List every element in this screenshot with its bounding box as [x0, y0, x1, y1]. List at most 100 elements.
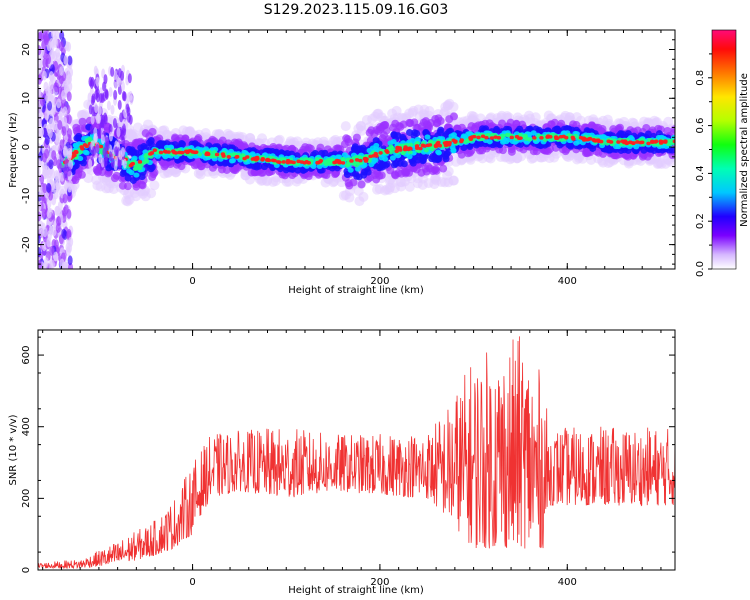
spectrogram-cell — [445, 115, 454, 124]
spectrogram-cell — [234, 155, 239, 159]
spectrogram-cell — [424, 134, 431, 140]
spectrogram-cell — [281, 160, 286, 164]
spectrogram-cell — [162, 149, 168, 154]
spectrogram-cell — [285, 160, 291, 165]
spectrogram-cell — [459, 138, 465, 142]
spectrogram-cell — [425, 164, 434, 173]
spectrogram-cell — [101, 175, 112, 186]
spectrogram-cell — [228, 158, 235, 164]
spectrogram-cell — [157, 140, 165, 148]
spectrogram-cell — [355, 121, 366, 132]
spectrogram-cell — [436, 128, 444, 136]
spectrogram-cell — [654, 139, 659, 144]
spectrogram-cell — [357, 180, 366, 189]
spectrogram-cell — [658, 140, 664, 144]
spectrogram-cell — [340, 121, 351, 132]
spectrogram-cell — [360, 171, 368, 179]
spectrogram-cell — [149, 180, 160, 191]
spectrogram-cell — [554, 125, 562, 133]
spectrogram-cell — [206, 152, 211, 157]
spectrogram-cell — [358, 158, 363, 163]
spectrogram-cell — [423, 148, 429, 153]
spectrogram-cell — [484, 135, 489, 140]
spectrogram-cell — [315, 160, 320, 165]
spectrogram-cell — [385, 150, 390, 154]
spectrogram-cell — [564, 135, 569, 140]
spectrogram-cell — [509, 135, 514, 140]
spectrogram-cell — [404, 181, 415, 192]
spectrogram-cell — [128, 169, 135, 176]
spectrogram-cell — [545, 135, 550, 139]
spectrogram-cell — [352, 133, 361, 142]
spectrogram-cell — [581, 138, 587, 142]
spectrogram-cell — [84, 138, 90, 143]
spectrogram-cell — [349, 159, 354, 163]
spectrogram-cell — [593, 139, 598, 143]
spectrogram-cell — [304, 159, 309, 164]
spectrogram-cell — [192, 150, 198, 155]
spectrogram-cell — [152, 148, 158, 153]
spectrogram-cell — [340, 140, 349, 149]
spectrogram-cell — [495, 151, 506, 162]
spectrogram-cell — [378, 161, 386, 169]
spectrogram-cell — [483, 152, 494, 163]
spectrogram-cell — [292, 136, 303, 147]
spectrogram-cell — [73, 149, 79, 154]
spectrogram-cell — [587, 136, 593, 141]
spectrogram-cell — [72, 123, 81, 132]
spectrogram-cell — [400, 167, 409, 176]
spectrogram-cell — [333, 160, 338, 164]
spectrogram-cell — [514, 134, 520, 139]
spectrogram-cell — [425, 143, 431, 148]
spectrogram-cell — [527, 137, 533, 142]
spectrogram-cell — [650, 139, 655, 144]
spectrogram-cell — [472, 134, 477, 139]
spectrogram-cell — [82, 143, 88, 147]
spectrogram-cell — [389, 155, 396, 161]
spectrogram-cell — [646, 141, 651, 146]
spectrogram-cell — [388, 144, 394, 149]
spectrogram-cell — [571, 137, 576, 141]
spectrogram-cell — [322, 159, 329, 164]
spectrogram-cell — [141, 129, 150, 138]
spectrogram-cell — [529, 147, 538, 156]
spectrogram-cell — [502, 111, 513, 122]
spectrogram-cell — [442, 141, 448, 145]
spectrogram-cell — [402, 147, 408, 152]
spectrogram-cell — [389, 183, 400, 194]
spectrogram-cell — [214, 152, 220, 157]
spectrogram-cell — [381, 184, 392, 195]
spectrogram-cell — [353, 185, 364, 196]
spectrogram-cell — [400, 160, 408, 168]
spectrogram-cell — [436, 140, 441, 145]
spectrogram-cell — [489, 136, 495, 140]
spectrogram-cell — [143, 119, 154, 130]
spectrogram-cell — [496, 136, 502, 140]
spectrogram-cell — [178, 140, 186, 148]
spectrogram-cell — [640, 140, 645, 145]
spectrogram-cell — [468, 135, 473, 140]
spectrogram-cell — [301, 143, 310, 152]
spectrogram-cell — [441, 152, 449, 160]
spectrogram-cell — [448, 133, 455, 139]
spectrogram-cell — [265, 157, 270, 162]
spectrogram-cell — [429, 179, 440, 190]
spectrogram-cell — [72, 142, 79, 148]
spectrogram-cell — [567, 142, 575, 150]
spectrogram-cell — [226, 155, 231, 159]
spectrogram-cell — [79, 109, 90, 120]
spectrogram-cell — [486, 139, 493, 145]
spectrogram-cell — [143, 154, 149, 159]
spectrogram-cell — [110, 174, 119, 183]
spectrogram-cell — [554, 136, 559, 141]
spectrogram-cell — [365, 128, 374, 137]
spectrogram-cell — [270, 158, 276, 163]
spectrogram-cell — [539, 136, 544, 140]
spectrogram-cell — [296, 159, 301, 164]
spectrogram-cell — [121, 195, 132, 206]
spectrogram-cell — [275, 160, 281, 164]
spectrogram-cell — [368, 154, 373, 159]
spectrogram-cell — [373, 151, 378, 156]
